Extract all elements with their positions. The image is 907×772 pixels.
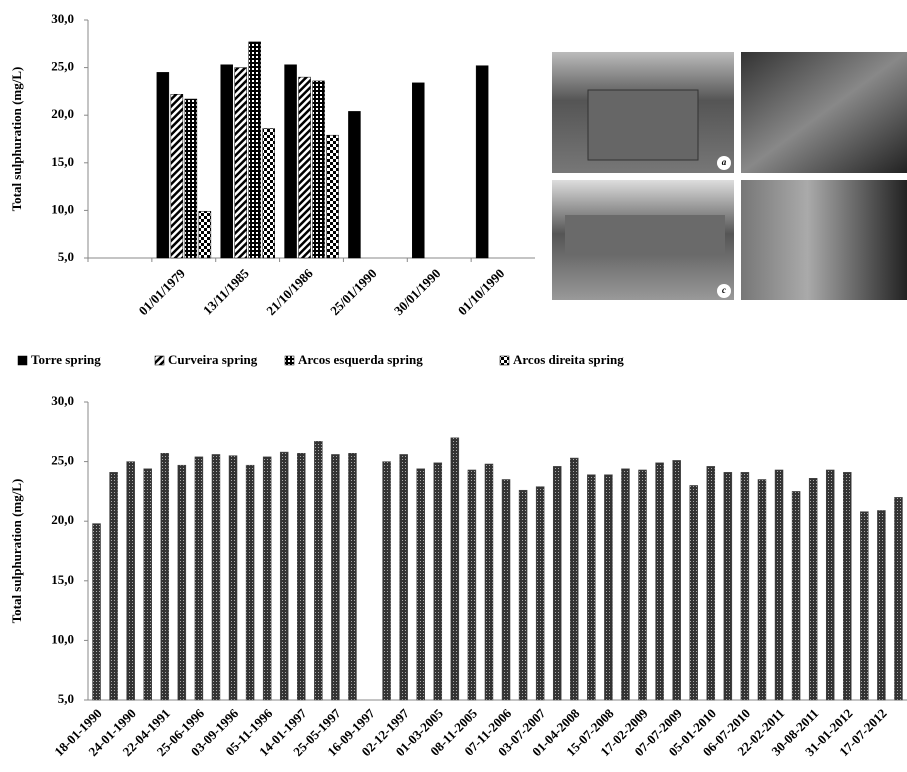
y-tick-label: 25,0 [51, 453, 74, 468]
bar [263, 457, 271, 700]
bar [417, 469, 425, 700]
x-tick-label: 13/11/1985 [200, 265, 252, 317]
bar [314, 441, 322, 700]
legend-swatch [155, 356, 164, 365]
bar [621, 469, 629, 700]
photo [741, 180, 907, 300]
bar [199, 211, 211, 258]
bar [285, 65, 297, 258]
bar [263, 129, 275, 258]
y-tick-label: 10,0 [51, 201, 74, 216]
bar [775, 470, 783, 700]
photo-label: a [722, 157, 727, 167]
bar [877, 510, 885, 700]
photo-label: c [722, 285, 726, 295]
legend-label: Curveira spring [168, 352, 258, 367]
y-tick-label: 20,0 [51, 106, 74, 121]
bar [485, 464, 493, 700]
bar [587, 475, 595, 700]
bar [536, 487, 544, 700]
y-tick-label: 20,0 [51, 512, 74, 527]
bar [519, 490, 527, 700]
bar [400, 454, 408, 700]
bar [110, 472, 118, 700]
y-tick-label: 5,0 [58, 249, 74, 264]
bar [127, 462, 135, 700]
bar [434, 463, 442, 700]
bar [144, 469, 152, 700]
bar [690, 485, 698, 700]
legend-label: Arcos direita spring [513, 352, 624, 367]
bar [348, 111, 360, 258]
bar [639, 470, 647, 700]
bar [221, 65, 233, 258]
bar [724, 472, 732, 700]
bar [809, 478, 817, 700]
legend-swatch [285, 356, 294, 365]
figure: a c Total sulphuration (mg/L) 5,0 10,0 15,0… [0, 0, 907, 772]
bar [758, 479, 766, 700]
bar [570, 458, 578, 700]
y-tick-label: 25,0 [51, 59, 74, 74]
y-tick-label: 5,0 [58, 691, 74, 706]
bar [229, 456, 237, 700]
y-tick-label: 30,0 [51, 393, 74, 408]
x-tick-label: 01/01/1979 [136, 265, 189, 318]
y-axis-title: Total sulphuration (mg/L) [9, 67, 24, 212]
y-tick-label: 15,0 [51, 154, 74, 169]
page: {"chart_data": [ {"type": "bar", "y_labe… [0, 0, 907, 772]
bar [553, 466, 561, 700]
y-tick-label: 30,0 [51, 11, 74, 26]
bar [249, 42, 261, 258]
photo-detail [565, 215, 725, 255]
bar [331, 454, 339, 700]
bar [280, 452, 288, 700]
bar [212, 454, 220, 700]
bar [476, 66, 488, 258]
bar [673, 460, 681, 700]
legend-swatch [18, 356, 27, 365]
bar [604, 475, 612, 700]
legend-label: Arcos esquerda spring [298, 352, 423, 367]
bar [93, 524, 101, 700]
bar [707, 466, 715, 700]
bar [185, 99, 197, 258]
bar [297, 453, 305, 700]
bar [348, 453, 356, 700]
y-tick-label: 15,0 [51, 572, 74, 587]
photos: a c [552, 52, 907, 300]
x-tick-label: 30/01/1990 [391, 266, 443, 318]
bar [327, 135, 339, 258]
legend-swatch [500, 356, 509, 365]
bar [299, 77, 311, 258]
bar [383, 462, 391, 700]
bar [171, 94, 183, 258]
bar [502, 479, 510, 700]
bar [741, 472, 749, 700]
bar [412, 83, 424, 258]
bar [656, 463, 664, 700]
bar [235, 68, 247, 258]
x-tick-label: 01/10/1990 [455, 266, 507, 318]
bar [826, 470, 834, 700]
bar [894, 497, 902, 700]
bar [178, 465, 186, 700]
y-axis-title: Total sulphuration (mg/L) [9, 479, 24, 624]
bar [792, 491, 800, 700]
legend-label: Torre spring [31, 352, 101, 367]
bar [195, 457, 203, 700]
bar [860, 512, 868, 700]
bar [161, 453, 169, 700]
bar [451, 438, 459, 700]
bar [468, 470, 476, 700]
bar [246, 465, 254, 700]
photo-detail [588, 90, 698, 160]
x-tick-label: 25/01/1990 [327, 266, 379, 318]
bar [157, 72, 169, 258]
bar [313, 81, 325, 258]
photo [741, 52, 907, 173]
x-tick-label: 21/10/1986 [263, 265, 316, 318]
bar [843, 472, 851, 700]
y-tick-label: 10,0 [51, 631, 74, 646]
